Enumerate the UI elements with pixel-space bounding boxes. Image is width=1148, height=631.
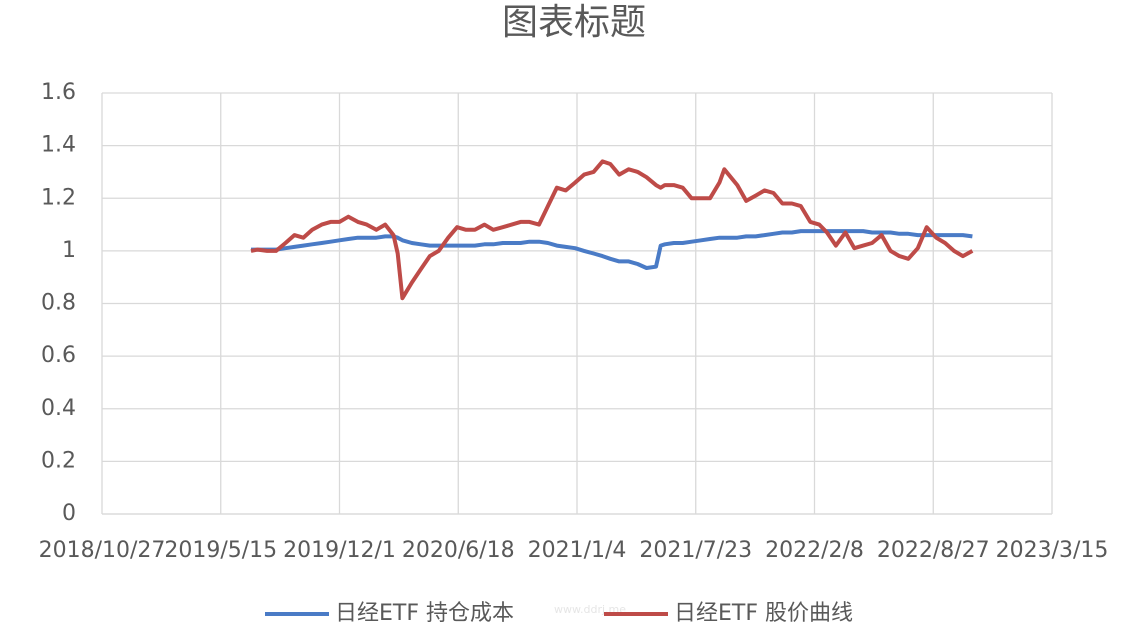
y-tick-label: 0.6 xyxy=(41,343,76,368)
x-tick-label: 2020/6/18 xyxy=(402,538,515,563)
y-tick-label: 1.6 xyxy=(41,80,76,105)
y-tick-label: 1.4 xyxy=(41,133,76,158)
x-tick-label: 2023/3/15 xyxy=(996,538,1109,563)
x-tick-label: 2019/5/15 xyxy=(164,538,277,563)
series-line xyxy=(251,229,973,270)
legend-label: 日经ETF 持仓成本 xyxy=(335,601,514,626)
x-tick-label: 2018/10/27 xyxy=(39,538,166,563)
x-tick-label: 2021/7/23 xyxy=(639,538,752,563)
x-tick-label: 2022/2/8 xyxy=(765,538,864,563)
y-tick-label: 0.8 xyxy=(41,291,76,316)
chart-title: 图表标题 xyxy=(502,2,646,43)
y-tick-label: 0 xyxy=(62,501,76,526)
x-tick-label: 2022/8/27 xyxy=(877,538,990,563)
series-line xyxy=(250,159,974,301)
x-tick-label: 2021/1/4 xyxy=(528,538,627,563)
y-tick-label: 0.4 xyxy=(41,396,76,421)
y-tick-label: 1 xyxy=(62,238,76,263)
y-tick-label: 0.2 xyxy=(41,448,76,473)
y-tick-label: 1.2 xyxy=(41,185,76,210)
x-tick-label: 2019/12/1 xyxy=(283,538,396,563)
legend-label: 日经ETF 股价曲线 xyxy=(674,601,853,626)
